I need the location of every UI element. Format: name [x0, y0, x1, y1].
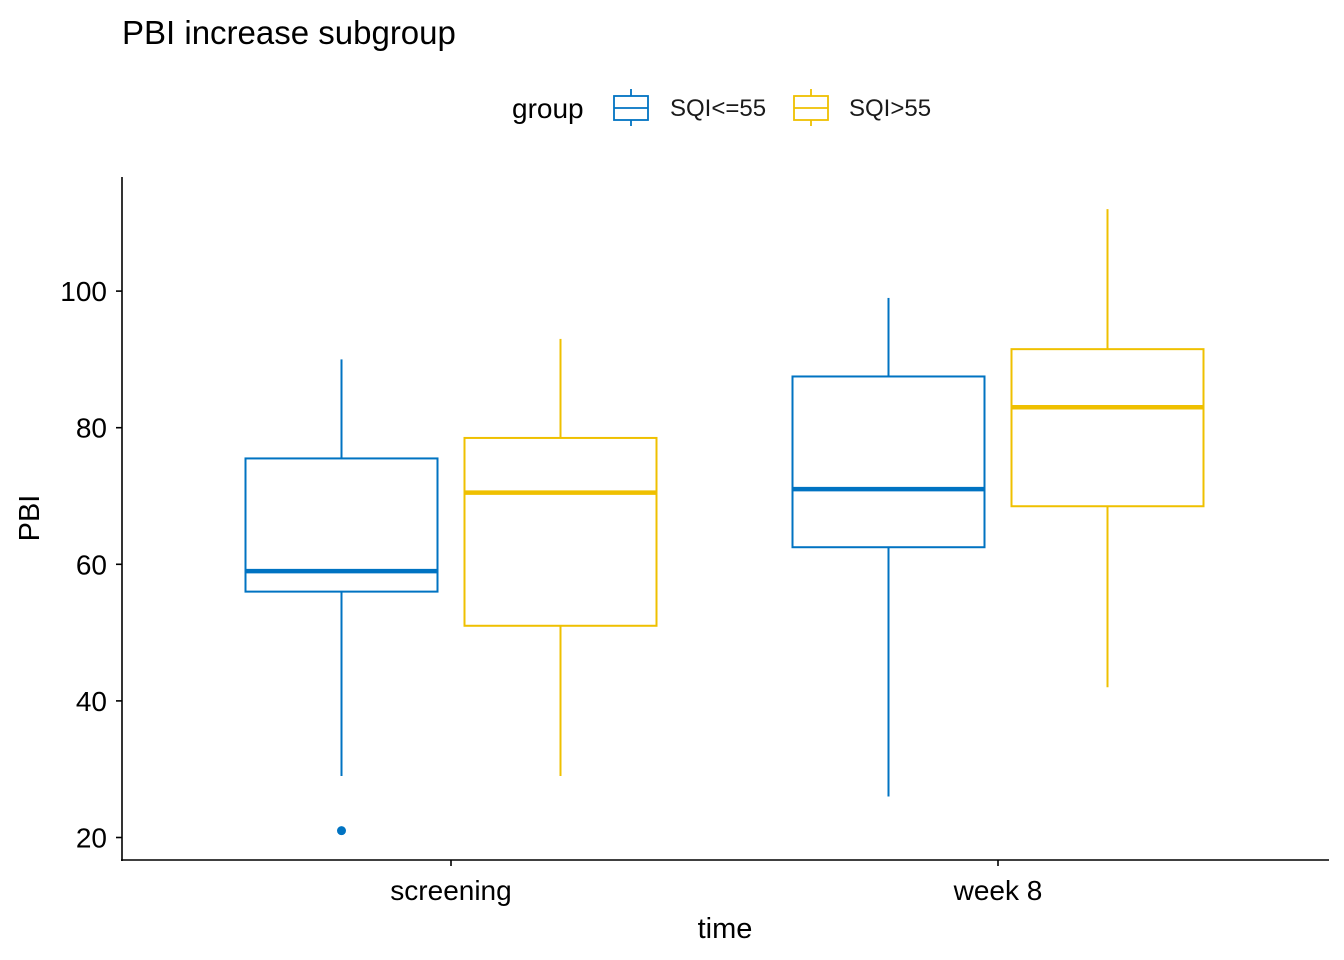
box — [1010, 348, 1205, 508]
boxplot-SQI<=55-screening — [244, 359, 439, 836]
legend-title: group — [512, 93, 584, 124]
x-axis-title: time — [698, 913, 753, 945]
plot-area — [244, 209, 1205, 836]
legend-label: SQI>55 — [849, 95, 931, 122]
boxplot-SQI>55-screening — [463, 338, 658, 777]
y-tick-label: 100 — [60, 276, 107, 307]
boxplot-SQI<=55-week 8 — [791, 297, 986, 797]
x-tick-label: screening — [390, 875, 511, 906]
legend-item-SQI>55: SQI>55 — [793, 89, 931, 126]
y-axis-ticks: 20 40 60 80 100 — [60, 276, 122, 854]
y-axis-title: PBI — [14, 495, 46, 542]
legend: group SQI<=55 SQI>55 — [512, 89, 931, 126]
box — [463, 436, 658, 627]
y-tick-label: 80 — [76, 413, 107, 444]
x-tick-label: week 8 — [953, 875, 1043, 906]
y-tick-label: 20 — [76, 823, 107, 854]
x-axis-ticks: screening week 8 — [390, 860, 1042, 906]
legend-label: SQI<=55 — [670, 95, 766, 122]
y-tick-label: 40 — [76, 686, 107, 717]
boxplot-SQI>55-week 8 — [1010, 209, 1205, 688]
chart-title: PBI increase subgroup — [122, 14, 456, 51]
legend-item-SQI<=55: SQI<=55 — [613, 89, 766, 126]
box — [791, 375, 986, 549]
outlier-point — [337, 826, 346, 836]
y-tick-label: 60 — [76, 549, 107, 580]
